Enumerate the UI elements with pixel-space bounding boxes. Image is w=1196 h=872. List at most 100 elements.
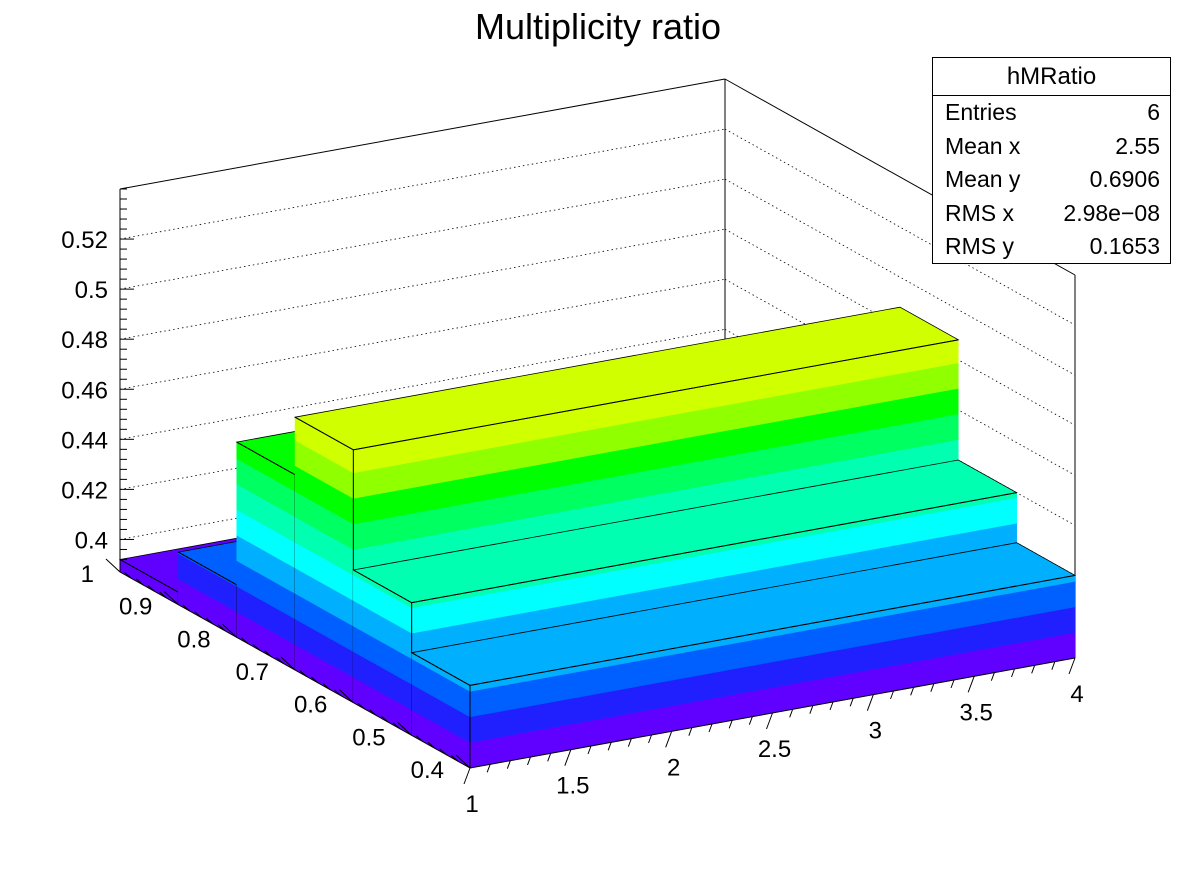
y-tick-label: 0.8 <box>177 626 210 653</box>
stats-label: Mean x <box>945 132 1021 159</box>
chart-title: Multiplicity ratio <box>474 6 722 47</box>
y-tick <box>264 650 272 658</box>
stats-label: Mean y <box>945 166 1021 192</box>
bar-edge <box>411 492 1017 604</box>
x-tick <box>930 683 935 692</box>
z-tick-label: 0.4 <box>75 527 108 554</box>
bar-edge <box>294 416 354 451</box>
stats-row: Mean y 0.6906 <box>933 163 1170 197</box>
x-tick <box>990 672 995 681</box>
x-tick-label: 3 <box>869 718 882 745</box>
x-tick-label: 2 <box>667 754 680 781</box>
z-tick-label: 0.46 <box>61 377 108 404</box>
y-tick-label: 0.6 <box>294 692 327 719</box>
x-tick <box>910 687 915 696</box>
z-tick-label: 0.42 <box>61 477 108 504</box>
x-tick <box>849 698 854 707</box>
stats-title: hMRatio <box>933 58 1170 96</box>
x-tick <box>866 694 874 711</box>
x-tick <box>1011 668 1015 678</box>
x-tick <box>728 720 733 729</box>
z-grid-line <box>119 228 726 340</box>
z-tick-label: 0.48 <box>61 327 108 354</box>
bar-edge <box>119 559 179 593</box>
y-tick <box>381 715 389 723</box>
stats-value: 2.98e−08 <box>1063 199 1160 226</box>
y-tick-label: 0.4 <box>411 757 444 784</box>
stats-value: 0.1653 <box>1089 233 1160 259</box>
stats-label: RMS x <box>945 199 1014 226</box>
y-tick <box>338 689 354 704</box>
x-tick-label: 4 <box>1070 681 1083 708</box>
axis-frame-line <box>119 78 726 190</box>
y-tick <box>252 644 261 651</box>
y-tick <box>334 689 342 697</box>
y-tick <box>299 670 307 677</box>
y-tick <box>217 624 226 632</box>
z-grid-line <box>724 128 1076 326</box>
y-tick <box>241 637 249 645</box>
z-tick-label: 0.44 <box>61 427 108 454</box>
x-tick <box>665 731 673 748</box>
x-tick <box>708 723 713 733</box>
stats-box: hMRatio Entries 6 Mean x 2.55 Mean y 0.6906 RM… <box>932 57 1171 264</box>
stats-row: Mean x 2.55 <box>933 130 1170 164</box>
stats-row: Entries 6 <box>933 96 1170 130</box>
stats-label: RMS y <box>945 233 1014 259</box>
y-tick <box>322 683 331 690</box>
y-tick <box>147 585 156 592</box>
x-tick-label: 2.5 <box>758 736 791 763</box>
y-tick <box>427 742 436 749</box>
y-tick-label: 0.7 <box>236 659 269 686</box>
x-tick <box>547 753 552 762</box>
y-tick <box>222 623 238 638</box>
x-tick <box>890 690 894 700</box>
z-tick-label: 0.52 <box>61 227 108 254</box>
y-tick <box>311 676 319 684</box>
bar-edge <box>178 551 237 586</box>
z-grid-line <box>724 278 1076 476</box>
x-tick <box>829 701 834 711</box>
y-tick-label: 1 <box>81 561 94 588</box>
z-grid-line <box>119 328 726 440</box>
x-tick <box>486 764 491 773</box>
x-tick <box>564 749 572 766</box>
x-tick <box>950 679 955 689</box>
z-grid-line <box>119 178 726 290</box>
z-grid-line <box>119 278 726 390</box>
y-tick-label: 0.5 <box>352 724 385 751</box>
z-grid-line <box>724 228 1076 426</box>
x-tick <box>766 712 773 730</box>
z-grid-line <box>119 128 726 240</box>
y-tick <box>455 754 471 769</box>
y-tick <box>439 748 447 756</box>
stats-value: 6 <box>1147 99 1160 125</box>
bar-edge <box>353 339 959 451</box>
y-tick <box>451 755 459 762</box>
y-tick <box>206 617 214 625</box>
x-tick <box>587 745 592 755</box>
x-tick <box>809 705 814 714</box>
stats-row: RMS x 2.98e−08 <box>933 197 1170 231</box>
y-tick <box>105 558 121 573</box>
y-tick <box>357 702 366 710</box>
stats-value: 0.6906 <box>1089 166 1160 192</box>
y-tick <box>280 656 296 671</box>
y-tick-label: 0.9 <box>119 594 152 621</box>
x-tick <box>967 676 975 693</box>
y-tick <box>397 721 413 736</box>
bar-edge <box>353 569 412 604</box>
stats-row: RMS y 0.1653 <box>933 230 1170 264</box>
z-tick-label: 0.5 <box>75 277 108 304</box>
x-tick <box>688 727 693 736</box>
x-tick <box>463 767 471 785</box>
x-tick <box>748 716 753 725</box>
x-tick-label: 1.5 <box>556 773 589 800</box>
x-tick <box>648 734 652 744</box>
x-tick <box>506 760 511 769</box>
x-tick-label: 1 <box>465 791 478 818</box>
y-tick <box>416 735 424 743</box>
stats-value: 2.55 <box>1115 132 1160 159</box>
y-tick <box>392 722 401 730</box>
